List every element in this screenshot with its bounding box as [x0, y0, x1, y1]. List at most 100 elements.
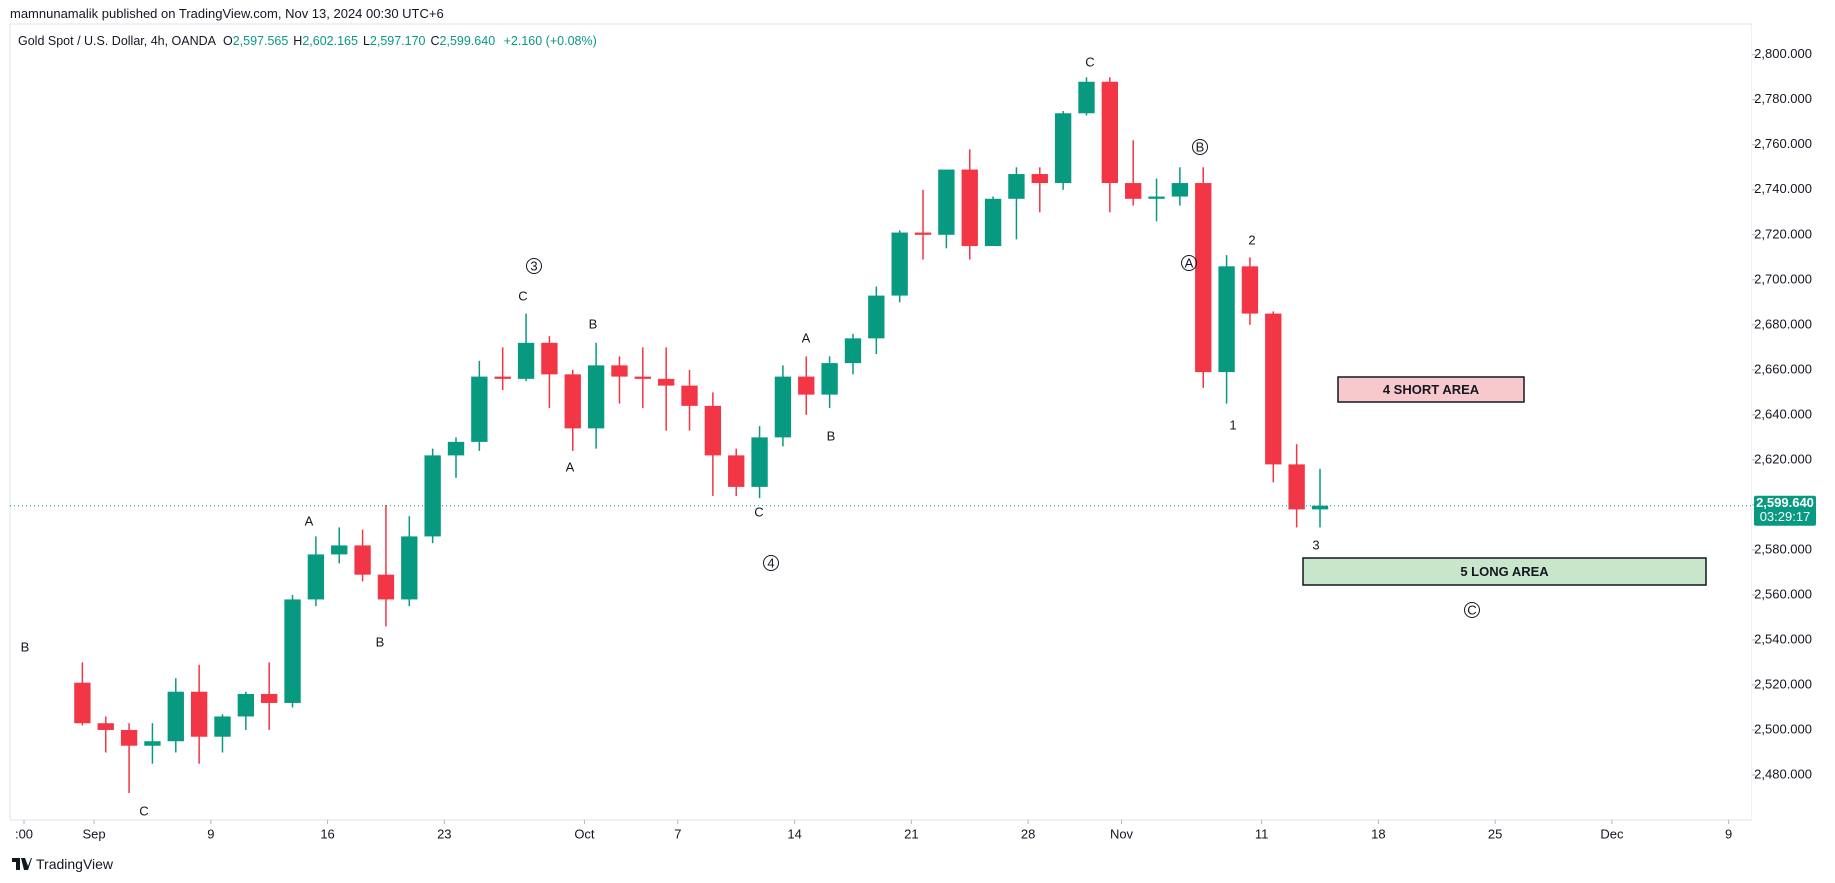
candle-body — [611, 365, 628, 377]
last-price-tag — [1754, 495, 1816, 526]
y-tick-label: 2,560.000 — [1754, 586, 1812, 601]
y-tick-label: 2,700.000 — [1754, 271, 1812, 286]
candle-body — [844, 338, 862, 364]
candle-body — [1008, 174, 1025, 199]
candle-body — [1265, 313, 1282, 465]
candle-body — [1218, 266, 1235, 373]
y-tick-label: 2,760.000 — [1754, 136, 1812, 151]
logo-text: TradingView — [36, 856, 114, 872]
candle-body — [751, 437, 768, 487]
x-tick-label: 28 — [1021, 826, 1035, 841]
wave-label: A — [1185, 255, 1194, 270]
candle-body — [167, 691, 184, 742]
candle-body — [1031, 174, 1048, 184]
zone-label: 4 SHORT AREA — [1383, 382, 1480, 397]
candle-body — [1101, 81, 1119, 184]
y-tick-label: 2,720.000 — [1754, 226, 1812, 241]
candle-body — [587, 365, 605, 429]
wave-label: C — [518, 288, 527, 303]
candle-body — [1148, 196, 1165, 199]
candle-body — [97, 723, 114, 730]
zone-box — [1337, 376, 1525, 403]
wave-label: B — [589, 316, 598, 331]
candle-body — [447, 441, 465, 456]
wave-circle — [1181, 255, 1197, 271]
candle-body — [284, 599, 301, 703]
wave-label: C — [1085, 54, 1094, 69]
ohlc-value: 2,599.640 — [439, 34, 496, 48]
candle-body — [704, 405, 722, 456]
candle-body — [1311, 505, 1329, 510]
wave-label: B — [827, 428, 836, 443]
candle-body — [798, 376, 815, 395]
wave-label: 3 — [530, 258, 537, 273]
candle-body — [214, 716, 231, 737]
wave-label: B — [376, 634, 385, 649]
candle-body — [681, 385, 698, 406]
candle-body — [1125, 183, 1142, 199]
candle-body — [564, 374, 581, 429]
candle-body — [961, 169, 978, 247]
wave-label: C — [139, 803, 148, 818]
candle-body — [331, 545, 348, 555]
wave-label: B — [21, 639, 30, 654]
wave-circle — [1464, 602, 1480, 618]
x-tick-label: Sep — [82, 826, 105, 841]
candle-body — [868, 295, 885, 339]
wave-label: 4 — [767, 555, 774, 570]
change: +2.160 (+0.08%) — [503, 34, 597, 48]
wave-label: A — [802, 330, 811, 345]
x-tick-label: 11 — [1255, 826, 1269, 841]
wave-label: C — [1467, 602, 1476, 617]
countdown: 03:29:17 — [1760, 509, 1811, 524]
y-tick-label: 2,520.000 — [1754, 676, 1812, 691]
candle-body — [1054, 113, 1072, 184]
symbol: Gold Spot / U.S. Dollar, 4h, OANDA — [18, 34, 216, 48]
candle-body — [401, 536, 418, 600]
y-tick-label: 2,780.000 — [1754, 91, 1812, 106]
wave-label: 1 — [1229, 417, 1236, 432]
candle-body — [984, 198, 1002, 247]
wave-circle — [526, 258, 542, 274]
candle-body — [120, 729, 138, 746]
y-tick-label: 2,680.000 — [1754, 316, 1812, 331]
ohlc-key: O — [222, 34, 233, 48]
candle-body — [190, 691, 208, 737]
wave-label: C — [754, 504, 763, 519]
y-tick-label: 2,580.000 — [1754, 541, 1812, 556]
candle-body — [657, 378, 675, 386]
y-tick-label: 2,500.000 — [1754, 721, 1812, 736]
x-tick-label: :00 — [15, 826, 33, 841]
y-tick-label: 2,660.000 — [1754, 361, 1812, 376]
y-tick-label: 2,800.000 — [1754, 46, 1812, 61]
publisher: mamnunamalik published on TradingView.co… — [10, 6, 444, 21]
ohlc-key: H — [293, 34, 303, 48]
x-tick-label: 9 — [1725, 826, 1732, 841]
plot — [74, 77, 1329, 793]
x-tick-label: 14 — [787, 826, 801, 841]
candle-body — [354, 545, 371, 575]
candle-body — [1171, 183, 1189, 197]
candle-body — [891, 232, 908, 296]
candle-body — [821, 363, 838, 395]
last-price-label: 2,599.640 — [1756, 495, 1814, 510]
ohlc-values: O2,597.565 H2,602.165 L2,597.170 C2,599.640 — [223, 34, 500, 48]
ohlc-key: L — [362, 34, 370, 48]
zone-box — [1302, 557, 1707, 586]
wave-label: A — [566, 459, 575, 474]
ohlc-value: 2,597.565 — [232, 34, 289, 48]
x-tick-label: Dec — [1600, 826, 1624, 841]
candle-body — [517, 342, 535, 379]
candle-body — [494, 376, 511, 379]
x-tick-label: 7 — [674, 826, 681, 841]
candle-body — [74, 682, 91, 724]
candle-body — [914, 232, 932, 235]
candle-body — [261, 693, 278, 703]
zone-label: 5 LONG AREA — [1460, 564, 1549, 579]
ohlc-key: C — [430, 34, 440, 48]
wave-circle — [1192, 139, 1208, 155]
x-tick-label: Nov — [1110, 826, 1134, 841]
wave-circle — [763, 555, 779, 571]
